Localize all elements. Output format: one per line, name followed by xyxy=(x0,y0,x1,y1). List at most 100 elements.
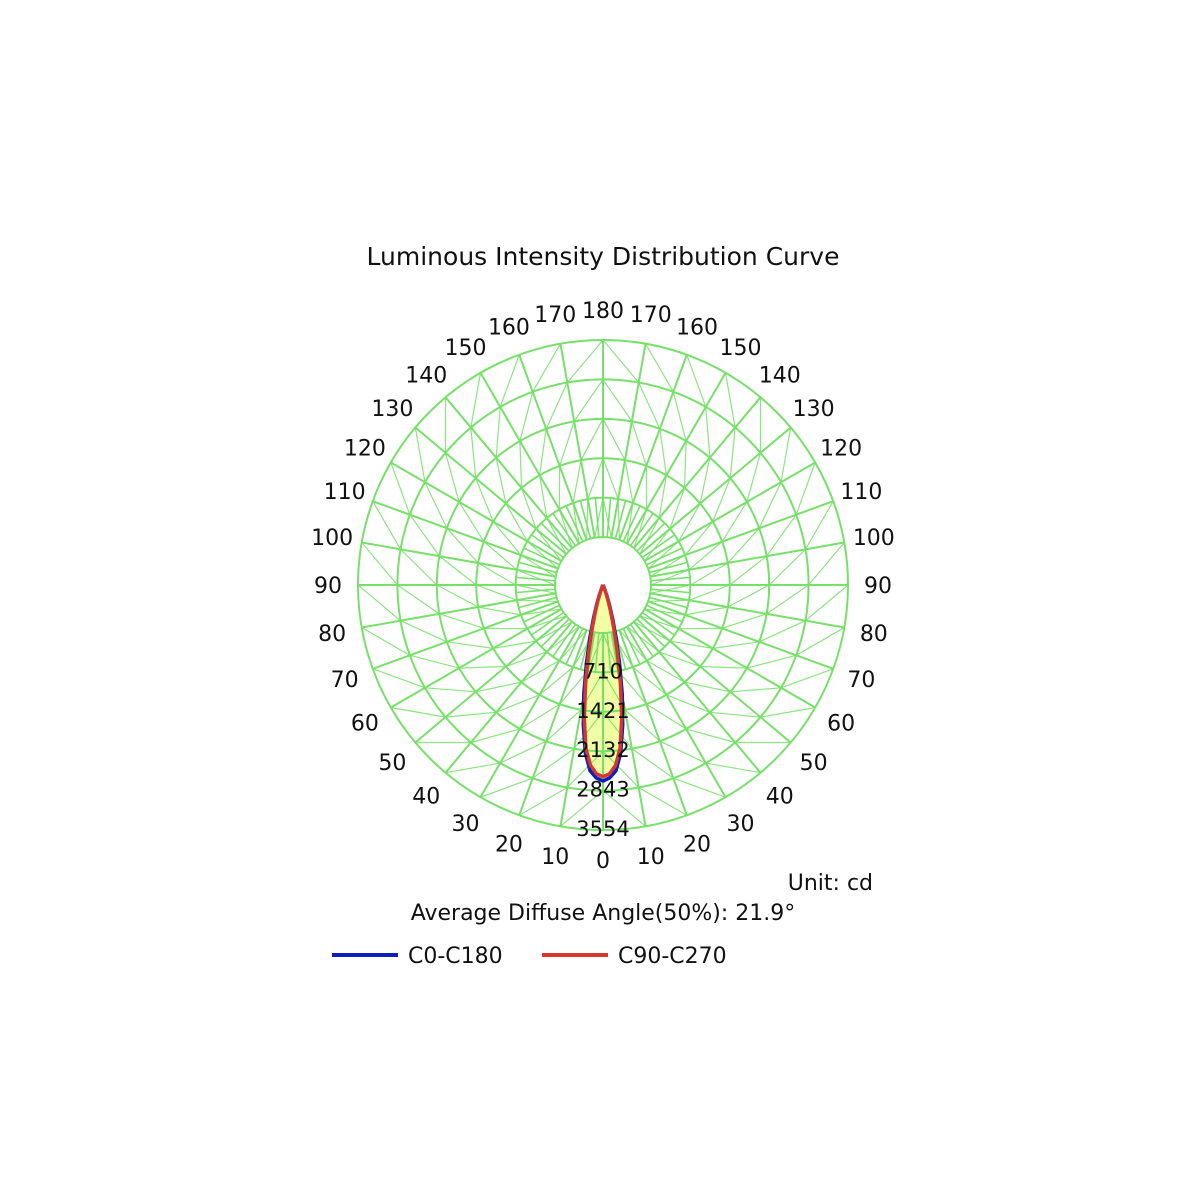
grid-web-line xyxy=(526,540,559,570)
grid-web-line xyxy=(766,584,809,615)
grid-web-line xyxy=(478,606,522,616)
grid-web-line xyxy=(559,670,589,705)
grid-web-line xyxy=(520,608,562,616)
grid-web-line xyxy=(519,441,523,488)
grid-spoke-140 xyxy=(633,396,762,549)
grid-web-line xyxy=(721,613,767,629)
radial-tick-label: 710 xyxy=(583,659,623,683)
grid-web-line xyxy=(658,651,701,668)
grid-web-line xyxy=(690,562,729,586)
angle-tick-label: 60 xyxy=(351,712,379,737)
grid-web-line xyxy=(458,501,485,542)
grid-web-line xyxy=(560,790,604,827)
grid-spoke-160 xyxy=(518,354,588,541)
grid-minor-spoke xyxy=(622,628,641,665)
angle-tick-label: 40 xyxy=(412,785,440,810)
grid-web-line xyxy=(631,421,647,467)
grid-web-line xyxy=(758,481,782,529)
grid-minor-spoke xyxy=(649,561,688,574)
grid-web-line xyxy=(650,584,691,594)
grid-spoke-30 xyxy=(479,626,580,798)
grid-web-line xyxy=(414,427,426,483)
grid-web-line xyxy=(712,641,760,649)
grid-web-line xyxy=(795,462,816,515)
grid-web-line xyxy=(727,584,770,608)
angle-tick-label: 120 xyxy=(344,437,386,462)
grid-web-line xyxy=(705,406,711,458)
grid-web-line xyxy=(390,706,446,718)
grid-minor-spoke xyxy=(515,576,556,582)
grid-minor-spoke xyxy=(606,497,612,538)
grid-minor-spoke xyxy=(552,512,577,547)
grid-spoke-120 xyxy=(390,461,562,562)
grid-web-line xyxy=(566,750,604,788)
grid-web-line xyxy=(470,372,482,428)
grid-minor-spoke xyxy=(530,534,565,559)
grid-minor-spoke xyxy=(565,505,584,542)
grid-minor-spoke xyxy=(629,512,654,547)
grid-web-line xyxy=(730,687,782,693)
grid-web-line xyxy=(669,487,686,530)
grid-web-line xyxy=(535,528,562,562)
grid-web-line xyxy=(729,427,736,479)
angle-tick-label: 50 xyxy=(378,751,406,776)
angle-tick-label: 170 xyxy=(534,303,576,328)
grid-minor-spoke xyxy=(530,611,565,636)
grid-web-line xyxy=(539,666,574,696)
grid-web-line xyxy=(361,627,411,656)
grid-spoke-150 xyxy=(626,372,727,544)
legend: C0-C180 C90-C270 xyxy=(332,944,727,969)
grid-web-line xyxy=(602,790,646,827)
angle-tick-labels: 0102030405060708090100110120130140150160… xyxy=(311,299,895,874)
polar-grid xyxy=(357,339,849,831)
angle-tick-label: 130 xyxy=(793,397,835,422)
grid-web-line xyxy=(729,555,768,586)
grid-web-line xyxy=(546,517,567,555)
grid-web-line xyxy=(558,629,588,662)
grid-spoke-20 xyxy=(618,629,688,816)
grid-web-line xyxy=(539,475,548,519)
grid-web-line xyxy=(602,497,612,538)
grid-web-line xyxy=(727,527,760,564)
grid-web-line xyxy=(532,748,575,779)
grid-web-line xyxy=(444,452,460,503)
grid-web-line xyxy=(699,457,711,504)
grid-web-line xyxy=(470,728,521,744)
grid-web-line xyxy=(617,670,647,705)
grid-spoke-130 xyxy=(414,426,567,555)
angle-tick-label: 60 xyxy=(827,712,855,737)
intensity-curves xyxy=(581,583,625,783)
angle-tick-label: 70 xyxy=(847,668,875,693)
grid-web-line xyxy=(618,629,648,662)
grid-web-line xyxy=(532,343,561,393)
grid-web-line xyxy=(499,740,547,764)
grid-web-line xyxy=(480,777,533,798)
grid-web-line xyxy=(673,777,726,798)
grid-web-line xyxy=(602,339,640,383)
grid-web-line xyxy=(658,475,667,519)
grid-web-line xyxy=(758,620,806,643)
grid-web-line xyxy=(685,728,736,744)
grid-web-line xyxy=(566,339,604,383)
grid-web-line xyxy=(470,427,477,479)
angle-tick-label: 150 xyxy=(445,336,487,361)
grid-spoke-60 xyxy=(390,608,562,709)
grid-web-line xyxy=(559,421,575,467)
grid-spoke-70 xyxy=(647,600,834,670)
grid-web-line xyxy=(766,514,797,557)
grid-web-line xyxy=(672,391,687,442)
grid-web-line xyxy=(372,500,402,550)
grid-minor-spoke xyxy=(641,534,676,559)
grid-web-line xyxy=(626,502,634,544)
grid-web-line xyxy=(519,391,534,442)
angle-tick-label: 10 xyxy=(637,845,665,870)
grid-web-line xyxy=(587,458,604,500)
grid-spoke-50 xyxy=(414,615,567,744)
grid-spoke-140 xyxy=(444,396,573,549)
grid-web-line xyxy=(724,372,736,428)
legend-label-c0-c180: C0-C180 xyxy=(408,944,503,969)
grid-web-line xyxy=(632,666,667,696)
angle-tick-label: 120 xyxy=(820,437,862,462)
grid-spoke-40 xyxy=(444,621,573,774)
